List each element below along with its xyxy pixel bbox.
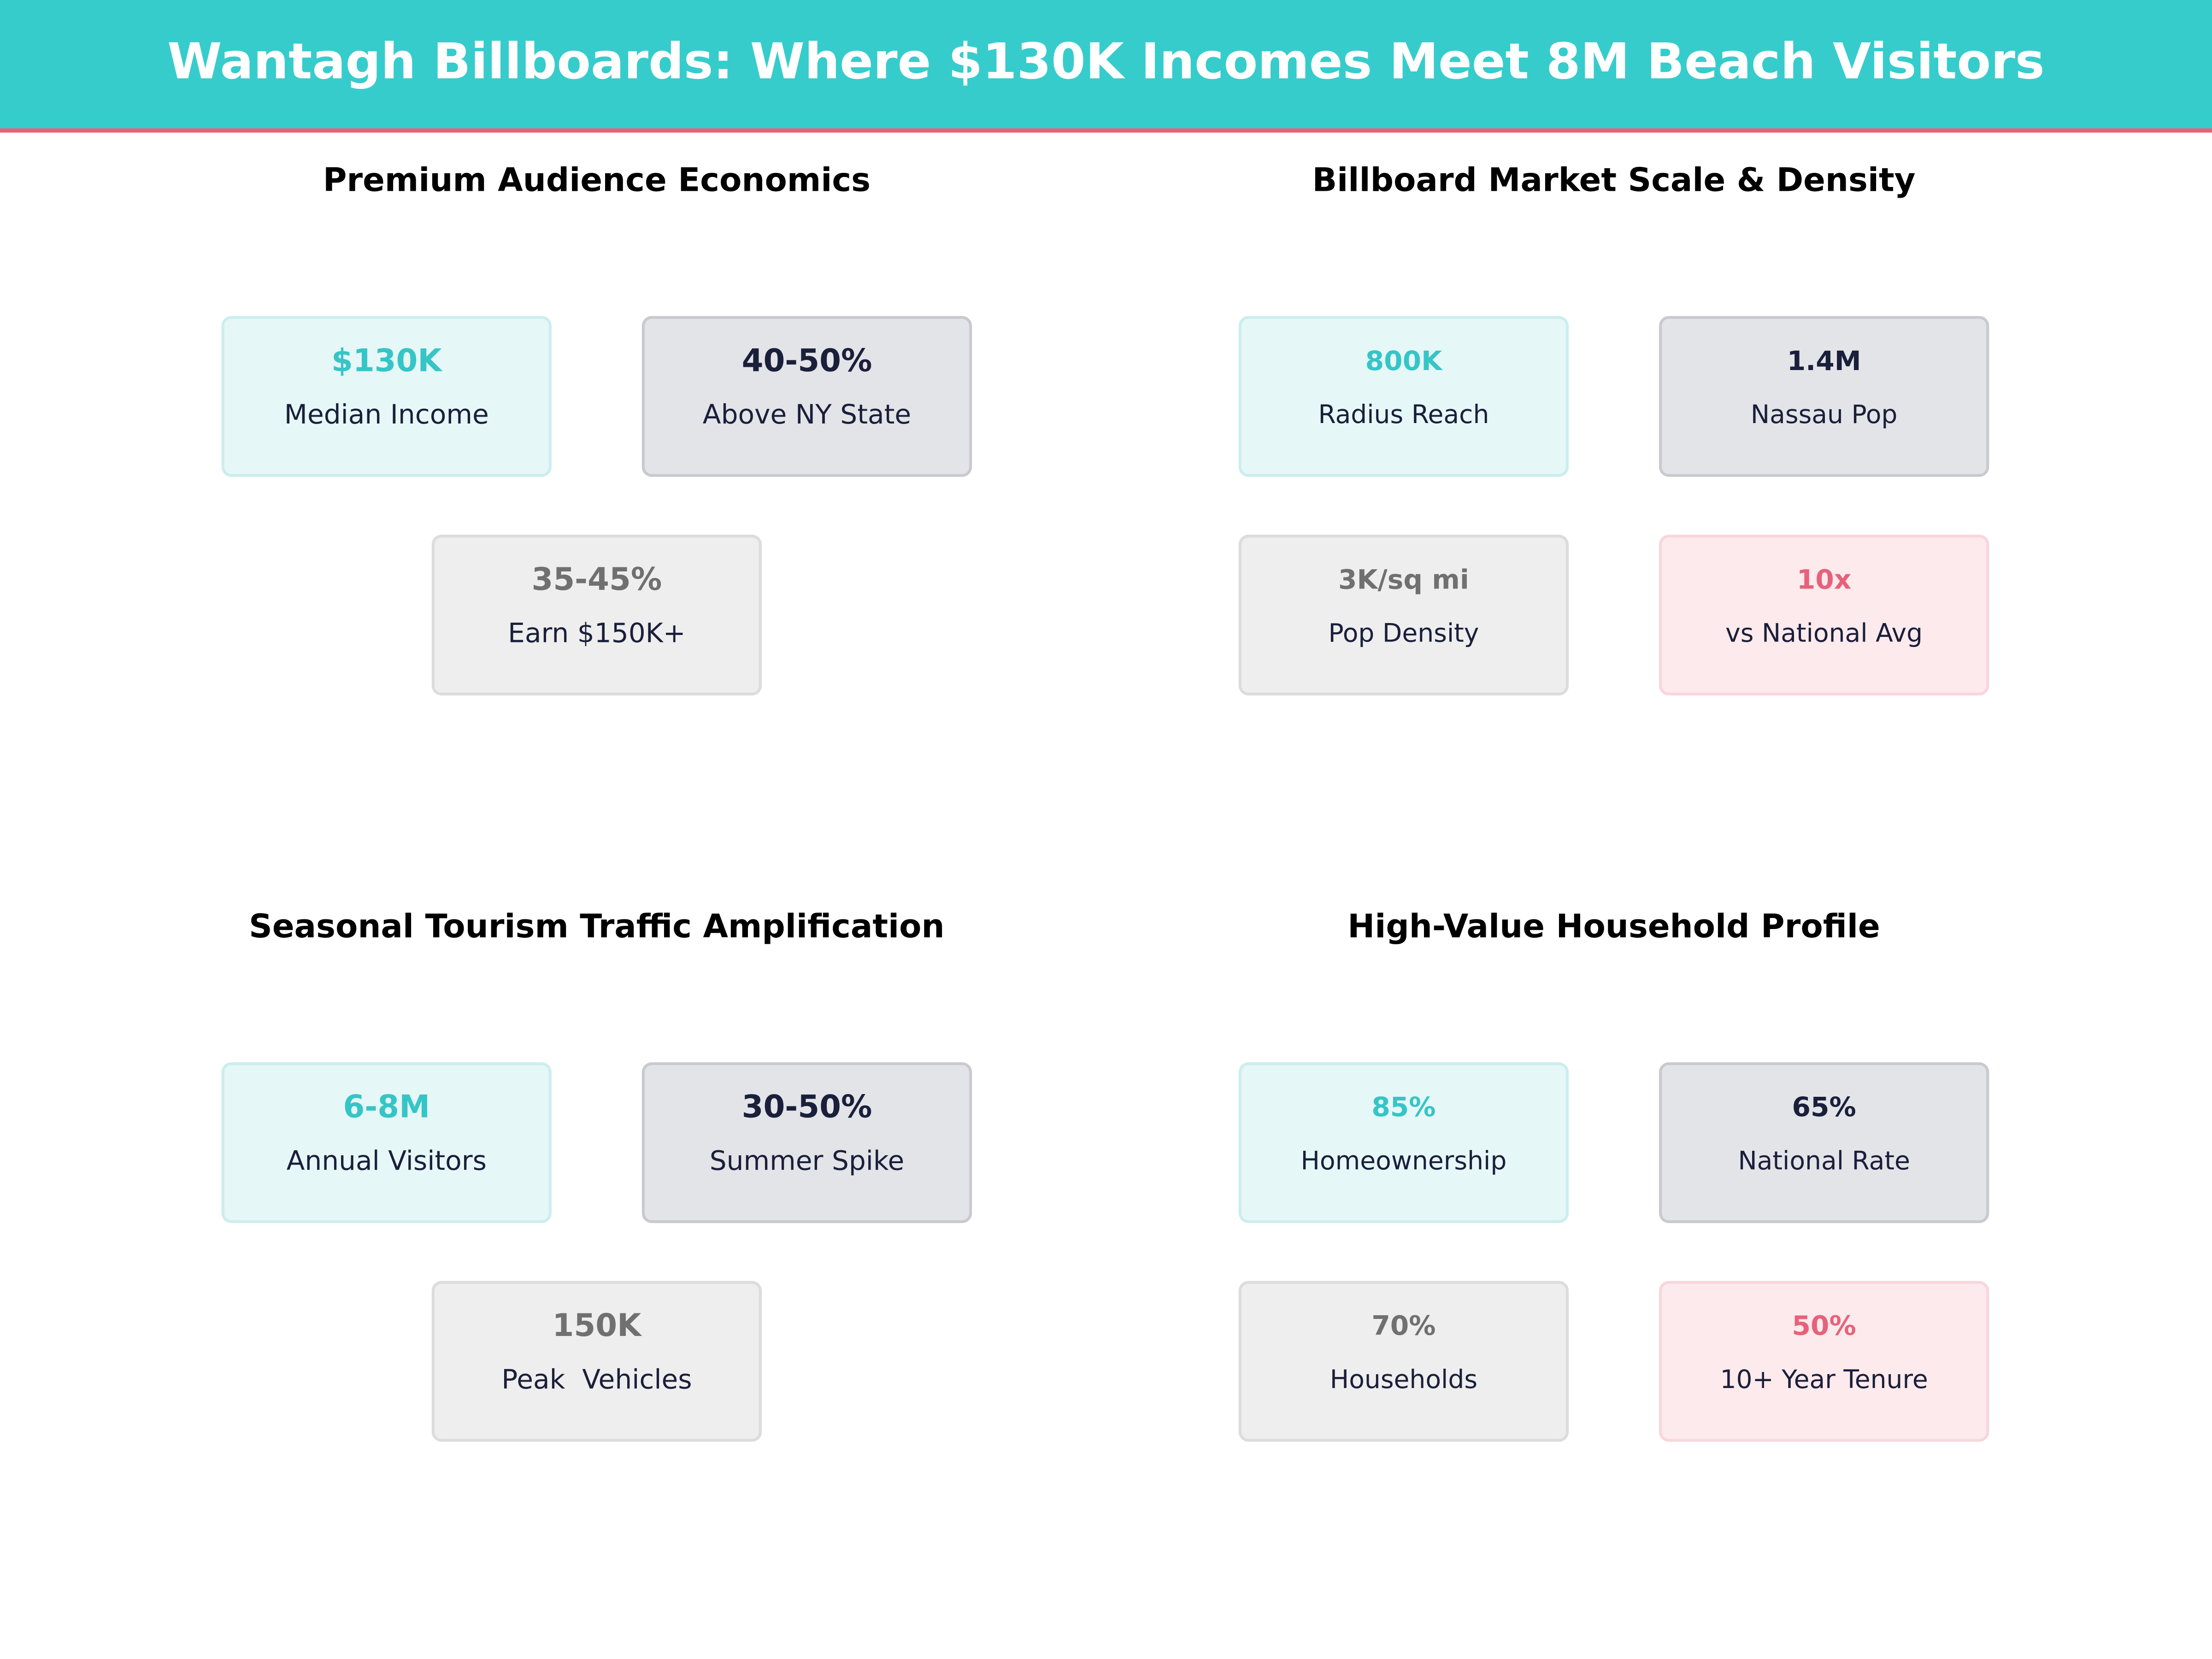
stat-card [431, 535, 762, 696]
stat-card [221, 316, 552, 477]
stat-value: 35-45% [531, 561, 662, 597]
stat-card [431, 1281, 762, 1442]
stat-value: 65% [1792, 1091, 1856, 1123]
stat-card [1659, 1062, 1989, 1224]
stat-value: 800K [1365, 345, 1443, 377]
stat-label: 10+ Year Tenure [1720, 1365, 1928, 1394]
stat-value: 85% [1371, 1091, 1435, 1123]
stat-label: Above NY State [703, 399, 911, 430]
stat-card [1659, 535, 1989, 696]
stat-card [1238, 316, 1569, 477]
stat-card [1238, 1281, 1569, 1442]
stat-value: 150K [553, 1307, 643, 1343]
stat-label: Annual Visitors [287, 1145, 487, 1177]
stat-value: $130K [331, 342, 443, 378]
stat-value: 70% [1371, 1310, 1435, 1341]
panel-title: Premium Audience Economics [323, 161, 871, 199]
stat-card [641, 1062, 972, 1224]
stat-value: 3K/sq mi [1338, 564, 1469, 595]
stat-value: 30-50% [742, 1088, 872, 1125]
stat-label: Households [1330, 1365, 1477, 1394]
stat-label: Summer Spike [710, 1145, 905, 1177]
stat-label: Median Income [284, 399, 489, 430]
stat-value: 10x [1797, 564, 1851, 595]
stat-card [1659, 316, 1989, 477]
panel-title: Billboard Market Scale & Density [1312, 161, 1916, 199]
header-rule [0, 128, 2212, 133]
stat-card [1659, 1281, 1989, 1442]
stat-label: National Rate [1738, 1146, 1910, 1176]
page-title: Wantagh Billboards: Where $130K Incomes … [167, 33, 2044, 90]
stat-label: Nassau Pop [1751, 400, 1898, 429]
stat-label: Radius Reach [1318, 400, 1489, 429]
stat-card [221, 1062, 552, 1224]
stat-value: 1.4M [1787, 345, 1861, 377]
stat-card [641, 316, 972, 477]
stat-value: 40-50% [742, 342, 872, 378]
stat-card [1238, 535, 1569, 696]
stat-label: Peak Vehicles [501, 1364, 692, 1395]
stat-label: vs National Avg [1725, 618, 1923, 648]
stat-label: Homeownership [1300, 1146, 1506, 1176]
stat-label: Earn $150K+ [508, 618, 685, 649]
panel-title: Seasonal Tourism Traffic Amplification [249, 907, 945, 945]
stat-value: 6-8M [343, 1088, 430, 1125]
stat-value: 50% [1792, 1310, 1856, 1341]
stat-label: Pop Density [1328, 618, 1479, 648]
header-band [0, 0, 2212, 130]
panel-title: High-Value Household Profile [1347, 907, 1880, 945]
stat-card [1238, 1062, 1569, 1224]
